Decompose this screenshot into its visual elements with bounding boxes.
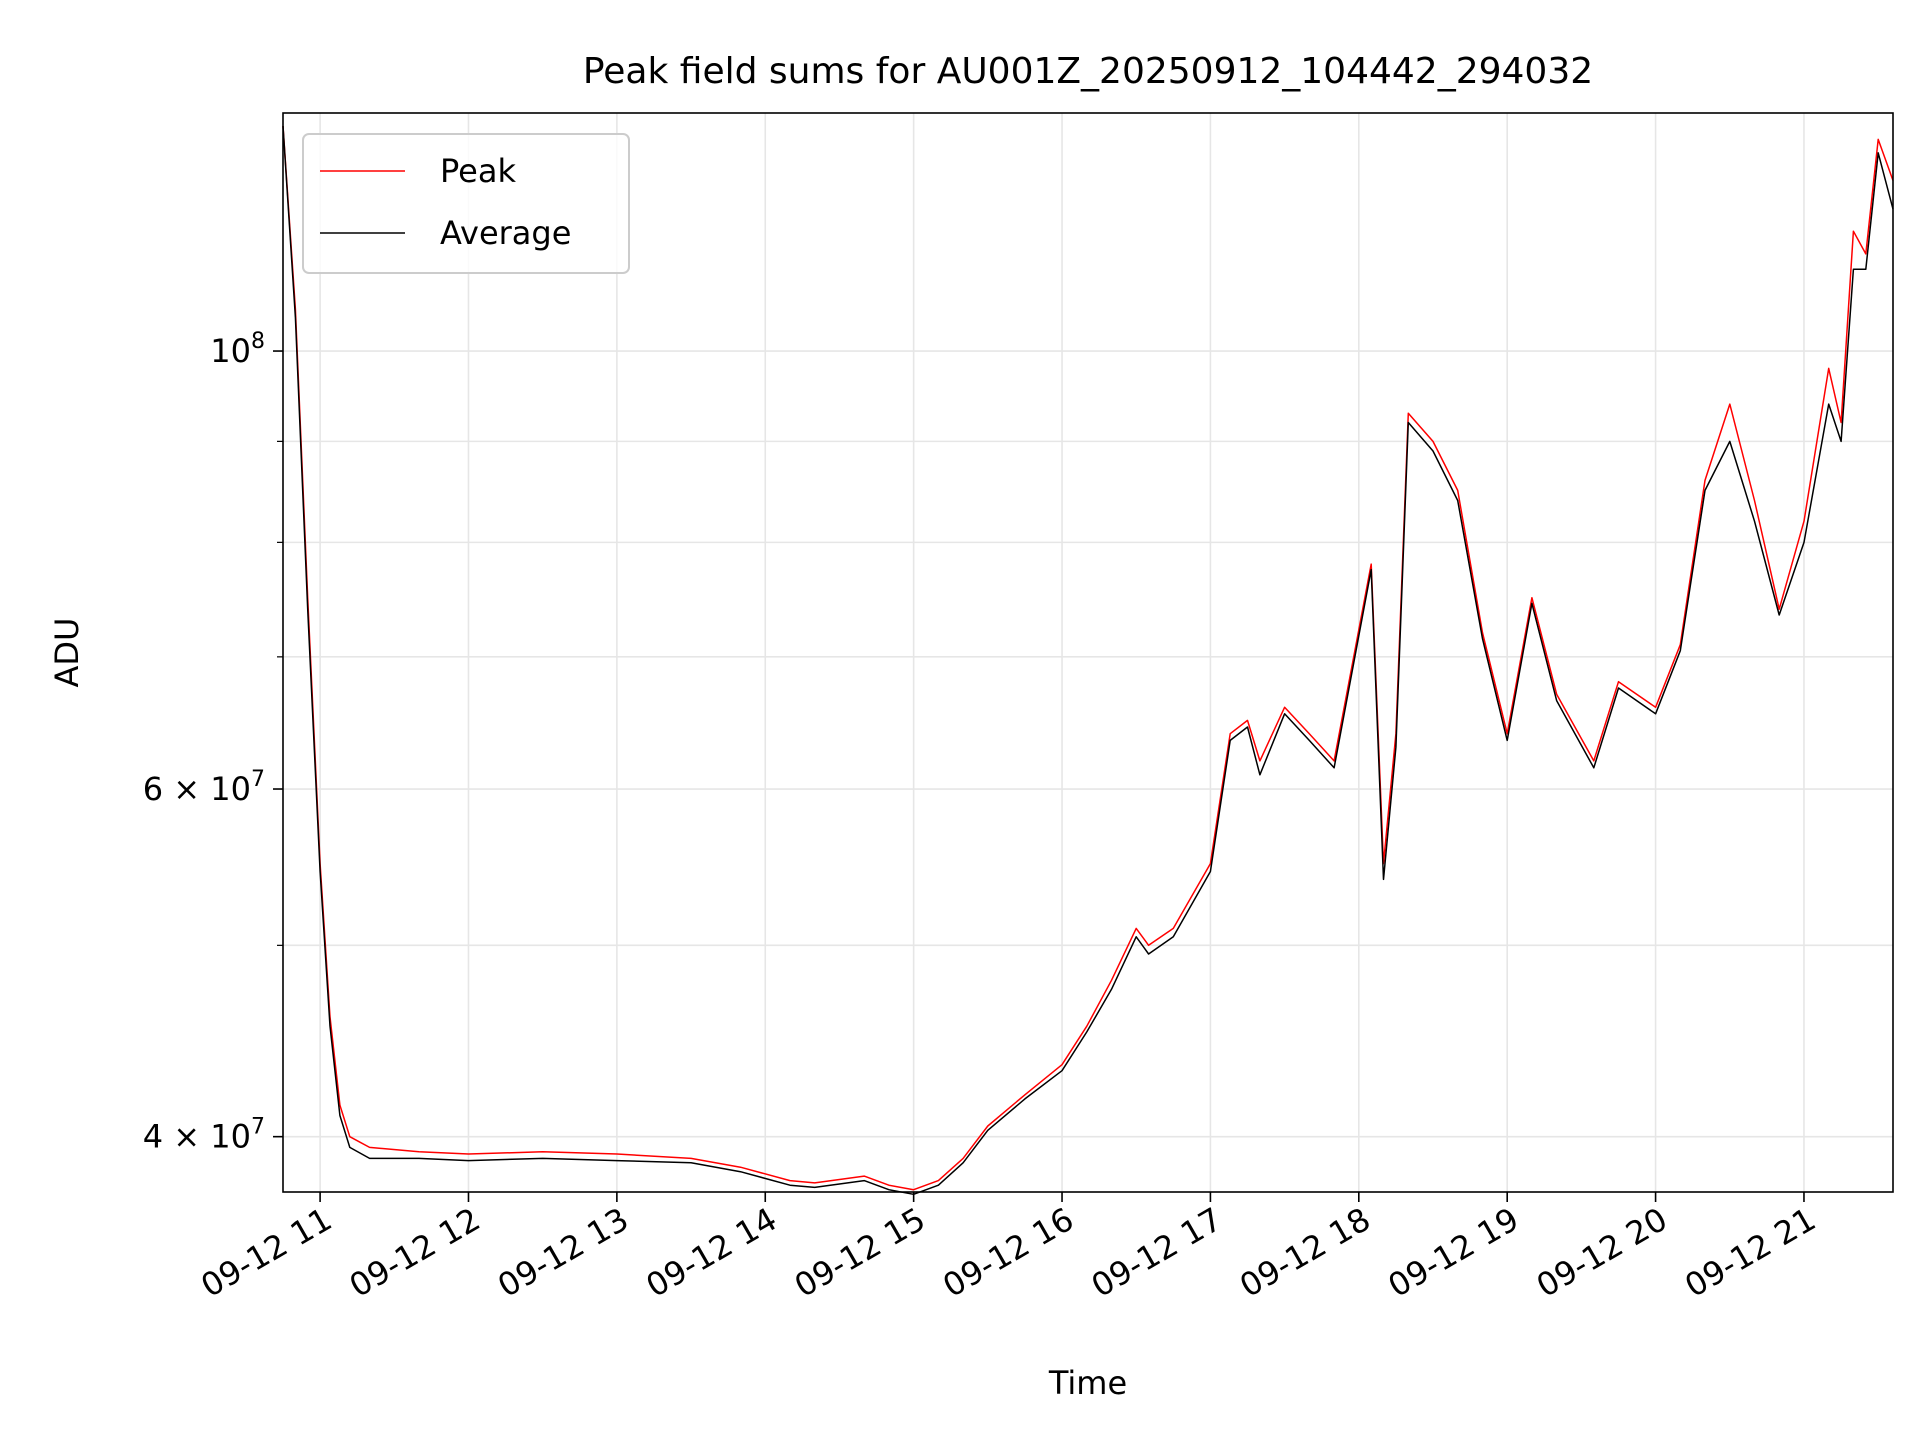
chart-title: Peak field sums for AU001Z_20250912_1044… (583, 51, 1593, 92)
y-tick-label: 108 (210, 329, 265, 370)
plot-frame (282, 112, 1894, 1193)
legend-box (302, 133, 630, 274)
y-axis-label: ADU (48, 618, 86, 688)
y-tick-label: 4 × 107 (143, 1115, 265, 1156)
series-line-peak (282, 126, 1894, 1191)
x-axis-label: Time (1048, 1364, 1127, 1402)
grid (283, 113, 1893, 1192)
legend: Peak Average (302, 133, 630, 274)
series-lines (282, 126, 1894, 1196)
y-tick-label: 6 × 107 (143, 767, 265, 808)
series-line-average (282, 126, 1894, 1196)
legend-label-average: Average (440, 214, 571, 252)
y-axis-ticks: 4 × 107 6 × 107 108 (143, 329, 283, 1156)
legend-label-peak: Peak (440, 152, 516, 190)
